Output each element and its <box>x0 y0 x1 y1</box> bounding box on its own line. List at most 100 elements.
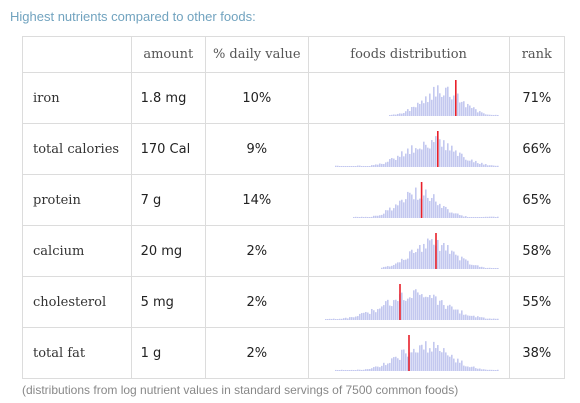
histogram-bar <box>446 305 449 320</box>
histogram-bar <box>462 157 465 167</box>
histogram-bar <box>440 96 443 116</box>
histogram-bar <box>372 310 375 320</box>
histogram-bar <box>470 217 473 218</box>
nutrient-rank: 65% <box>508 174 566 226</box>
distribution-cell <box>307 276 510 328</box>
histogram-bar <box>472 217 475 218</box>
header-blank <box>22 36 132 73</box>
histogram-bar <box>422 243 425 269</box>
table-row: total fat 1 g 2% 38% <box>22 327 566 379</box>
histogram-bar <box>458 215 461 218</box>
histogram-bar <box>420 100 423 116</box>
histogram-bar <box>460 256 463 269</box>
histogram-bar <box>466 366 469 371</box>
histogram-bar <box>382 266 385 269</box>
histogram-bar <box>458 152 461 167</box>
histogram-bar <box>494 318 497 320</box>
histogram-bar <box>458 313 461 320</box>
histogram-bar <box>334 319 337 320</box>
distribution-histogram <box>352 182 499 218</box>
section-heading: Highest nutrients compared to other food… <box>10 9 256 24</box>
nutrient-name: calcium <box>22 225 132 277</box>
histogram-bar <box>494 370 497 371</box>
histogram-bar <box>388 159 391 167</box>
histogram-bar <box>406 356 409 371</box>
histogram-bar <box>430 140 433 167</box>
histogram-bar <box>448 304 451 320</box>
histogram-bar <box>386 161 389 167</box>
histogram-bar <box>432 86 435 116</box>
histogram-bar <box>428 148 431 167</box>
histogram-bar <box>330 318 333 320</box>
histogram-bar <box>376 309 379 320</box>
histogram-bar <box>444 352 447 371</box>
histogram-bar <box>366 369 369 371</box>
histogram-bar <box>476 368 479 371</box>
table-row: total calories 170 Cal 9% 66% <box>22 123 566 175</box>
histogram-bar <box>460 360 463 371</box>
nutrient-daily-value: 2% <box>205 225 309 277</box>
histogram-bar <box>464 216 467 218</box>
histogram-bar <box>400 199 403 218</box>
histogram-bar <box>468 315 471 320</box>
histogram-bar <box>332 318 335 320</box>
nutrient-rank: 38% <box>508 327 566 379</box>
histogram-bar <box>470 108 473 116</box>
histogram-bar <box>458 102 461 116</box>
histogram-bar <box>366 312 369 320</box>
histogram-bar <box>428 93 431 116</box>
histogram-bar <box>380 214 383 218</box>
histogram-bar <box>380 306 383 320</box>
histogram-bar <box>426 238 429 269</box>
histogram-bar <box>348 370 351 371</box>
histogram-bar <box>390 114 393 116</box>
histogram-bar <box>488 165 491 167</box>
histogram-bar <box>406 148 409 167</box>
histogram-bar <box>452 358 455 371</box>
histogram-bar <box>416 149 419 167</box>
histogram-bar <box>394 114 397 116</box>
histogram-bar <box>400 258 403 269</box>
histogram-bar <box>394 299 397 320</box>
histogram-bar <box>390 210 393 218</box>
histogram-bar <box>404 153 407 167</box>
histogram-bar <box>456 358 459 371</box>
histogram-bar <box>462 101 465 116</box>
histogram-bar <box>356 165 359 167</box>
table-row: calcium 20 mg 2% 58% <box>22 225 566 277</box>
histogram-bar <box>386 363 389 371</box>
table-header-row: amount % daily value foods distribution … <box>22 36 566 73</box>
histogram-bar <box>490 114 493 116</box>
histogram-bar <box>392 158 395 167</box>
nutrient-daily-value: 14% <box>205 174 309 226</box>
histogram-bar <box>490 216 493 218</box>
histogram-bar <box>440 146 443 167</box>
histogram-bar <box>334 369 337 371</box>
histogram-bar <box>470 264 473 269</box>
histogram-bar <box>466 160 469 167</box>
histogram-bar <box>478 368 481 371</box>
histogram-bar <box>426 147 429 167</box>
histogram-bar <box>400 151 403 167</box>
histogram-bar <box>438 300 441 320</box>
histogram-bar <box>364 311 367 320</box>
histogram-bar <box>338 318 341 320</box>
histogram-bar <box>342 370 345 371</box>
histogram-bar <box>356 369 359 371</box>
histogram-bar <box>402 259 405 269</box>
histogram-bar <box>352 166 355 167</box>
histogram-bar <box>496 115 499 116</box>
histogram-bar <box>352 317 355 320</box>
histogram-bar <box>468 217 471 218</box>
histogram-bar <box>354 216 357 218</box>
histogram-bar <box>438 351 441 371</box>
histogram-bar <box>418 244 421 269</box>
distribution-histogram <box>334 131 499 167</box>
histogram-bar <box>424 248 427 269</box>
histogram-bar <box>404 199 407 218</box>
histogram-bar <box>484 369 487 371</box>
histogram-bar <box>360 166 363 167</box>
histogram-bar <box>480 369 483 371</box>
histogram-bar <box>406 109 409 116</box>
histogram-bar <box>486 216 489 218</box>
